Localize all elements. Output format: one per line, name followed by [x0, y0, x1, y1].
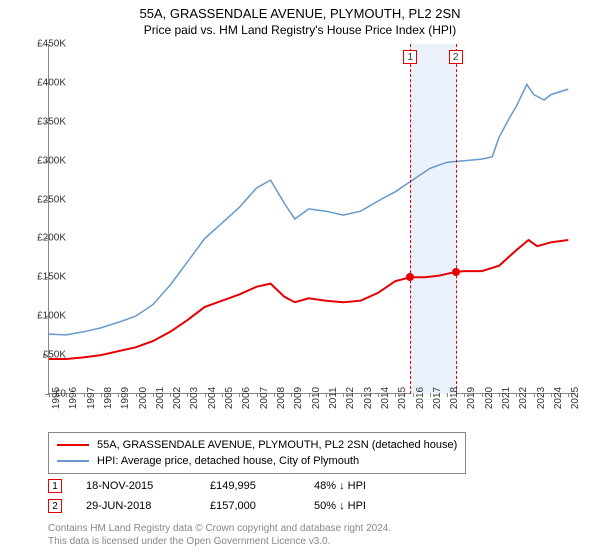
event-point — [452, 268, 460, 276]
x-axis-label: 2022 — [518, 387, 529, 409]
chart-subtitle: Price paid vs. HM Land Registry's House … — [0, 21, 600, 41]
y-axis-label: £450K — [22, 39, 66, 50]
y-axis-label: £400K — [22, 77, 66, 88]
legend-label: HPI: Average price, detached house, City… — [97, 455, 359, 467]
event-price: £157,000 — [210, 500, 290, 512]
event-number-box: 2 — [48, 499, 62, 513]
x-axis-label: 2020 — [484, 387, 495, 409]
x-axis-label: 2001 — [155, 387, 166, 409]
event-number-box: 1 — [48, 479, 62, 493]
x-axis-label: 2008 — [276, 387, 287, 409]
x-axis-label: 2011 — [328, 387, 339, 409]
x-axis-label: 2003 — [189, 387, 200, 409]
x-axis-label: 2024 — [553, 387, 564, 409]
x-axis-label: 2025 — [570, 387, 581, 409]
y-axis-label: £150K — [22, 272, 66, 283]
x-axis-label: 2007 — [259, 387, 270, 409]
y-axis-label: £50K — [22, 350, 66, 361]
x-axis-label: 2004 — [207, 387, 218, 409]
footer-line: This data is licensed under the Open Gov… — [48, 535, 391, 548]
x-axis-label: 1998 — [103, 387, 114, 409]
y-axis-label: £300K — [22, 155, 66, 166]
x-axis-label: 2012 — [345, 387, 356, 409]
legend-label: 55A, GRASSENDALE AVENUE, PLYMOUTH, PL2 2… — [97, 439, 457, 451]
legend-row: 55A, GRASSENDALE AVENUE, PLYMOUTH, PL2 2… — [57, 437, 457, 453]
x-axis-label: 2009 — [293, 387, 304, 409]
x-axis-label: 1999 — [120, 387, 131, 409]
event-marker-line — [456, 44, 457, 394]
event-marker-box: 1 — [403, 50, 417, 64]
x-axis-label: 2017 — [432, 387, 443, 409]
x-axis-label: 2018 — [449, 387, 460, 409]
events-table: 1 18-NOV-2015 £149,995 48% ↓ HPI 2 29-JU… — [48, 476, 366, 516]
chart-lines — [49, 44, 577, 394]
x-axis-label: 1997 — [86, 387, 97, 409]
y-axis-label: £100K — [22, 311, 66, 322]
event-date: 18-NOV-2015 — [86, 480, 186, 492]
legend-swatch — [57, 444, 89, 446]
event-row: 1 18-NOV-2015 £149,995 48% ↓ HPI — [48, 476, 366, 496]
x-axis-label: 2015 — [397, 387, 408, 409]
legend-row: HPI: Average price, detached house, City… — [57, 453, 457, 469]
x-axis-label: 2014 — [380, 387, 391, 409]
x-axis-label: 2002 — [172, 387, 183, 409]
x-axis-label: 2021 — [501, 387, 512, 409]
x-axis-label: 1996 — [68, 387, 79, 409]
x-axis-label: 2010 — [311, 387, 322, 409]
y-axis-label: £350K — [22, 116, 66, 127]
x-axis-label: 2000 — [138, 387, 149, 409]
series-price_paid — [49, 240, 568, 359]
footer: Contains HM Land Registry data © Crown c… — [48, 522, 391, 548]
x-axis-label: 2019 — [466, 387, 477, 409]
x-axis-label: 2006 — [241, 387, 252, 409]
x-axis-label: 2016 — [415, 387, 426, 409]
chart-title: 55A, GRASSENDALE AVENUE, PLYMOUTH, PL2 2… — [0, 0, 600, 21]
legend: 55A, GRASSENDALE AVENUE, PLYMOUTH, PL2 2… — [48, 432, 466, 474]
event-date: 29-JUN-2018 — [86, 500, 186, 512]
price-chart: 12 — [48, 44, 576, 394]
x-axis-label: 2013 — [363, 387, 374, 409]
x-axis-label: 2005 — [224, 387, 235, 409]
event-hpi: 50% ↓ HPI — [314, 500, 366, 512]
event-row: 2 29-JUN-2018 £157,000 50% ↓ HPI — [48, 496, 366, 516]
footer-line: Contains HM Land Registry data © Crown c… — [48, 522, 391, 535]
x-axis-label: 2023 — [536, 387, 547, 409]
event-marker-box: 2 — [449, 50, 463, 64]
event-price: £149,995 — [210, 480, 290, 492]
legend-swatch — [57, 460, 89, 462]
event-point — [406, 273, 414, 281]
y-axis-label: £250K — [22, 194, 66, 205]
event-hpi: 48% ↓ HPI — [314, 480, 366, 492]
y-axis-label: £200K — [22, 233, 66, 244]
event-marker-line — [410, 44, 411, 394]
x-axis-label: 1995 — [51, 387, 62, 409]
